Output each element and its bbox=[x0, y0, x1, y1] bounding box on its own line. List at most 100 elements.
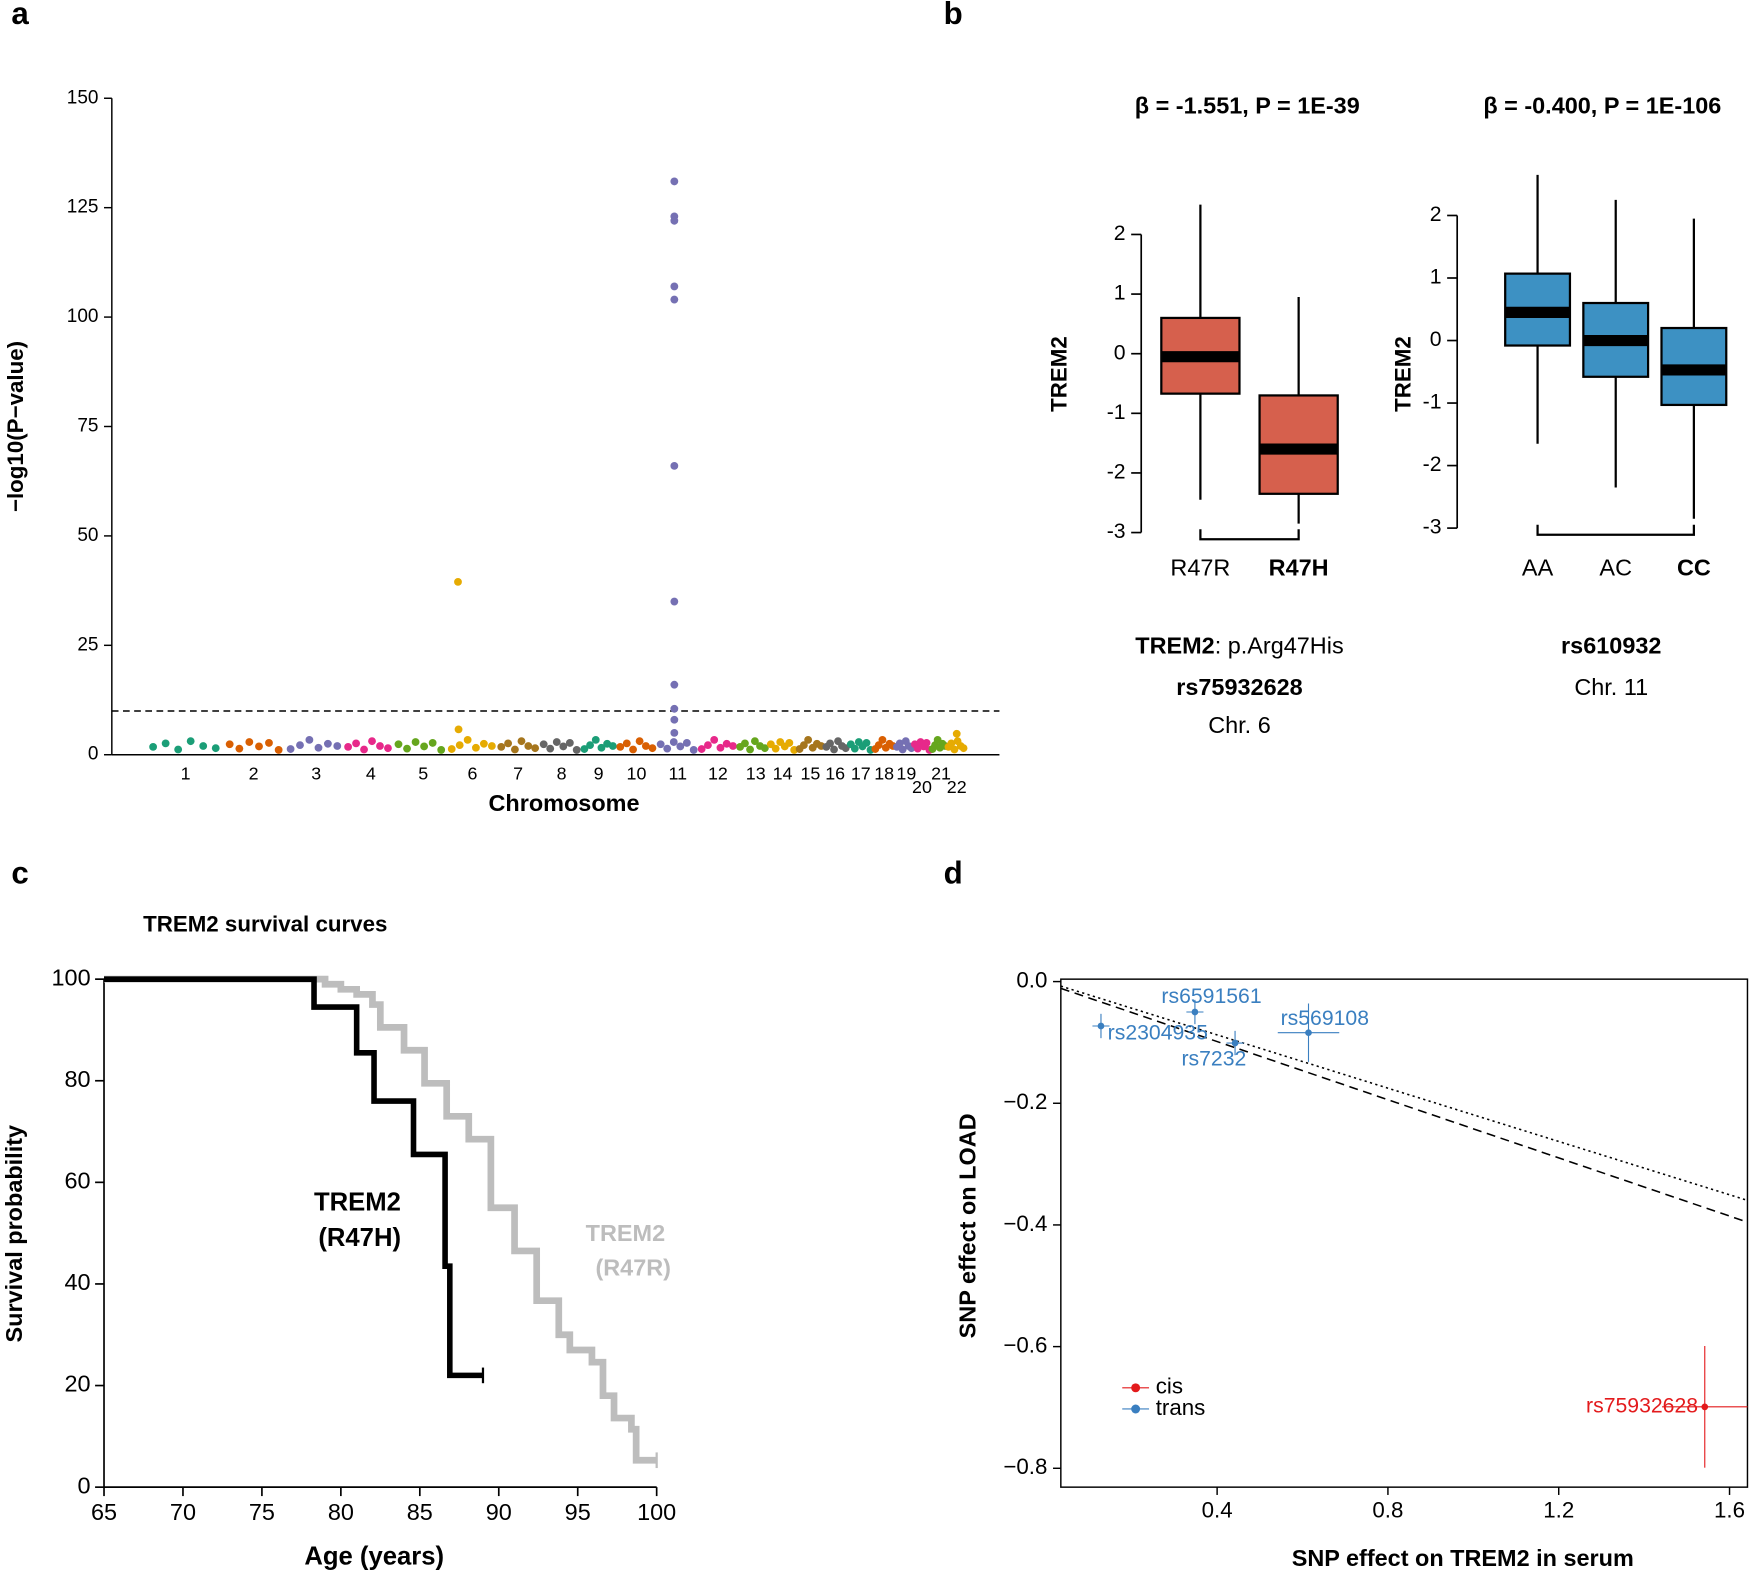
point bbox=[368, 737, 376, 746]
point bbox=[428, 739, 437, 747]
x-tick-label: 22 bbox=[947, 777, 967, 797]
caption-part: Chr. 6 bbox=[1208, 712, 1271, 738]
point bbox=[517, 737, 526, 746]
x-tick-label: 18 bbox=[874, 764, 894, 784]
point bbox=[656, 740, 665, 749]
curve-label: TREM2 bbox=[586, 1220, 665, 1246]
point bbox=[524, 742, 533, 750]
category-label: AC bbox=[1599, 555, 1632, 581]
point-label: rs2304935 bbox=[1108, 1021, 1208, 1044]
point bbox=[629, 745, 637, 754]
x-tick-label: 1 bbox=[181, 764, 191, 784]
category-label: AA bbox=[1522, 555, 1554, 581]
point bbox=[704, 741, 712, 750]
fit-line bbox=[1060, 987, 1748, 1223]
x-tick-label: 12 bbox=[708, 764, 728, 784]
x-tick-label: 0.8 bbox=[1372, 1498, 1403, 1523]
x-tick-label: 4 bbox=[366, 764, 376, 784]
point bbox=[225, 740, 234, 749]
point bbox=[1305, 1029, 1312, 1037]
point bbox=[305, 735, 314, 744]
point bbox=[689, 746, 698, 754]
panel-label: b bbox=[944, 0, 963, 31]
x-tick-label: 21 bbox=[931, 764, 951, 784]
y-tick-label: -2 bbox=[1107, 461, 1126, 484]
point bbox=[411, 738, 420, 746]
point bbox=[586, 741, 594, 750]
point bbox=[479, 739, 488, 748]
point bbox=[199, 742, 208, 750]
point bbox=[511, 745, 519, 754]
point bbox=[539, 740, 548, 749]
point bbox=[641, 742, 650, 750]
y-tick-label: −0.6 bbox=[1003, 1333, 1047, 1358]
x-axis-label: SNP effect on TREM2 in serum bbox=[1292, 1545, 1634, 1571]
point bbox=[898, 745, 907, 754]
survival-curve bbox=[104, 975, 657, 1464]
y-tick-label: -1 bbox=[1423, 391, 1442, 414]
point bbox=[850, 744, 859, 753]
point bbox=[376, 742, 384, 750]
x-tick-label: 11 bbox=[668, 764, 687, 784]
point bbox=[352, 739, 360, 748]
point bbox=[1231, 1039, 1239, 1047]
category-label: R47H bbox=[1269, 555, 1329, 581]
y-tick-label: 0.0 bbox=[1016, 967, 1047, 992]
point bbox=[235, 744, 244, 753]
caption-part: rs610932 bbox=[1561, 633, 1661, 659]
point bbox=[670, 680, 679, 689]
point bbox=[1191, 1008, 1199, 1016]
x-tick-label: 15 bbox=[800, 764, 820, 784]
point bbox=[648, 744, 657, 753]
x-tick-label: 7 bbox=[513, 764, 523, 784]
x-tick-label: 5 bbox=[418, 764, 428, 784]
caption: Chr. 11 bbox=[1574, 674, 1648, 700]
point bbox=[616, 742, 625, 751]
caption: Chr. 6 bbox=[1208, 712, 1271, 738]
x-tick-label: 75 bbox=[249, 1499, 275, 1525]
point bbox=[323, 739, 332, 748]
legend-dot bbox=[1131, 1383, 1141, 1393]
x-tick-label: 95 bbox=[565, 1499, 591, 1525]
curve-label: TREM2 bbox=[314, 1188, 401, 1216]
point bbox=[552, 738, 561, 746]
point bbox=[265, 739, 273, 747]
point bbox=[463, 735, 472, 744]
point bbox=[760, 744, 769, 753]
point bbox=[384, 744, 392, 753]
point-label: rs569108 bbox=[1281, 1007, 1369, 1030]
point bbox=[913, 744, 922, 753]
x-tick-label: 20 bbox=[912, 777, 932, 797]
point bbox=[959, 744, 968, 753]
point bbox=[286, 745, 295, 753]
point bbox=[1701, 1403, 1709, 1411]
y-tick-label: 100 bbox=[52, 964, 91, 990]
point bbox=[878, 735, 887, 744]
point bbox=[296, 741, 304, 750]
y-axis-label: TREM2 bbox=[1391, 336, 1416, 412]
point bbox=[255, 742, 263, 751]
point bbox=[750, 737, 759, 746]
point bbox=[174, 745, 183, 754]
y-tick-label: 150 bbox=[67, 87, 99, 108]
y-tick-label: -2 bbox=[1423, 453, 1442, 476]
y-tick-label: 0 bbox=[88, 744, 99, 765]
y-tick-label: -3 bbox=[1107, 520, 1126, 543]
category-label: CC bbox=[1677, 555, 1711, 581]
point bbox=[211, 744, 220, 753]
point bbox=[830, 745, 838, 754]
point bbox=[670, 461, 679, 470]
point bbox=[670, 282, 679, 291]
panel-label: a bbox=[11, 0, 29, 31]
point-label: rs6591561 bbox=[1161, 985, 1261, 1008]
point bbox=[670, 216, 679, 225]
point bbox=[895, 739, 904, 748]
x-tick-label: 8 bbox=[557, 764, 567, 784]
chart-title: TREM2 survival curves bbox=[143, 911, 387, 936]
point bbox=[710, 735, 719, 744]
point bbox=[597, 743, 606, 752]
x-tick-label: 13 bbox=[746, 764, 766, 784]
caption-part: TREM2 bbox=[1135, 633, 1214, 659]
point bbox=[746, 745, 754, 754]
x-tick-label: 2 bbox=[249, 764, 259, 784]
